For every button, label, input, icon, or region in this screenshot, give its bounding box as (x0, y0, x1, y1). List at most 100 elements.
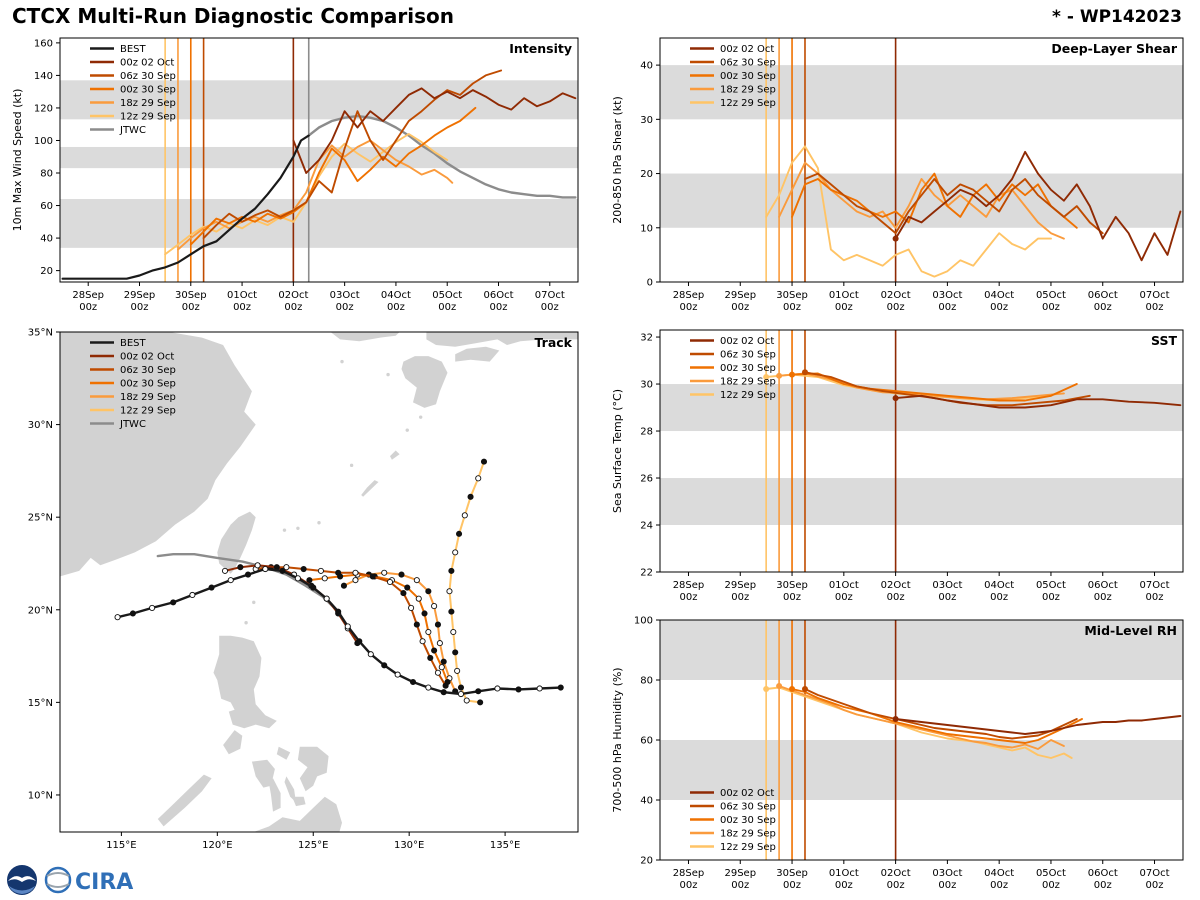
x-tick-label: 30Sep 00z (776, 580, 808, 603)
y-tick-label: 28 (640, 427, 653, 438)
track-point (413, 621, 420, 628)
series-start-marker (776, 683, 783, 689)
track-point (475, 475, 482, 482)
series-06z-30-Sep (202, 69, 503, 240)
track-point (457, 690, 465, 698)
category-band (60, 199, 578, 248)
x-tick-label: 07Oct 00z (1140, 290, 1170, 313)
track-point (536, 685, 543, 692)
track-point (434, 621, 441, 628)
track-point (129, 610, 136, 617)
track-point (340, 582, 347, 589)
rh-panel: 20 40 60 80 100 28Sep 00z 29Sep 00z 30Sep 00z 01Oct… (608, 612, 1193, 900)
track-point (335, 608, 342, 615)
y-tick-label: 32 (640, 333, 653, 344)
y-tick-label: 120 (34, 103, 53, 114)
track-point (454, 667, 461, 674)
track-point (461, 512, 468, 519)
category-band (660, 478, 1183, 526)
logo-bar: CIRA (6, 864, 134, 896)
series-00z-02-Oct (894, 715, 1182, 735)
noaa-wave (9, 886, 35, 894)
land-polygon (401, 356, 448, 408)
panel-title: Track (535, 335, 573, 350)
legend-label: 12z 29 Sep (720, 390, 776, 401)
island (296, 526, 300, 530)
cira-globe-lines (46, 872, 70, 888)
lat-tick-label: 25°N (28, 513, 53, 524)
legend-label: BEST (120, 44, 147, 55)
series-start-marker (892, 395, 899, 402)
track-point (457, 684, 465, 691)
x-tick-label: 03Oct 00z (932, 868, 962, 891)
x-tick-label: 29Sep 00z (724, 290, 756, 313)
series-BEST (61, 134, 310, 280)
lat-tick-label: 35°N (28, 328, 53, 339)
land-polygon (223, 730, 243, 755)
y-tick-label: 60 (640, 736, 653, 747)
series-start-marker (801, 686, 808, 692)
track-point (317, 567, 324, 574)
x-tick-label: 30Sep 00z (175, 290, 207, 313)
noaa-gull-icon (8, 876, 36, 882)
series-12z-29-Sep (765, 145, 1052, 278)
y-tick-label: 10 (640, 223, 653, 234)
y-tick-label: 20 (640, 169, 653, 180)
sst-panel: 22 24 26 28 30 32 28Sep 00z 29Sep 00z 30Sep 00z 01Oc… (608, 322, 1193, 612)
track-point (398, 571, 405, 578)
track-point (321, 575, 328, 582)
track-point (452, 649, 459, 656)
x-tick-label: 28Sep 00z (673, 580, 705, 603)
track-point (323, 595, 330, 602)
panel-title: Intensity (509, 41, 572, 56)
land-polygon (213, 635, 277, 729)
legend-label: 18z 29 Sep (720, 377, 776, 388)
land-polygon (390, 450, 400, 460)
track-point (419, 638, 426, 645)
lat-tick-label: 10°N (28, 790, 53, 801)
land-polygon (284, 776, 296, 803)
land-polygon (269, 778, 281, 812)
legend-label: 06z 30 Sep (720, 802, 776, 813)
track-point (237, 564, 244, 571)
y-tick-label: 60 (40, 201, 53, 212)
legend-label: 06z 30 Sep (120, 71, 176, 82)
cira-globe-icon (44, 866, 72, 894)
series-start-marker (789, 686, 796, 692)
x-tick-label: 07Oct 00z (1140, 868, 1170, 891)
x-tick-label: 03Oct 00z (932, 290, 962, 313)
cira-wordmark: CIRA (75, 870, 133, 895)
track-point (352, 577, 359, 584)
track-point (221, 567, 229, 574)
track-point (475, 688, 482, 695)
legend-label: 00z 30 Sep (720, 71, 776, 82)
y-tick-label: 40 (40, 234, 53, 245)
track-point (431, 603, 438, 610)
island (282, 528, 287, 532)
shear-panel: 0 10 20 30 40 28Sep 00z 29Sep 00z 30Sep 00z 01Oct 00… (608, 30, 1193, 322)
track-point (467, 493, 474, 500)
land-polygon (455, 346, 500, 362)
land-polygon (292, 796, 306, 807)
track-point (515, 686, 522, 693)
track-point (409, 678, 417, 686)
x-tick-label: 04Oct 00z (984, 868, 1014, 891)
x-tick-label: 28Sep 00z (673, 868, 705, 891)
x-tick-label: 02Oct 00z (881, 290, 911, 313)
track-point (170, 599, 177, 606)
y-tick-label: 20 (640, 856, 653, 867)
x-tick-label: 03Oct 00z (932, 580, 962, 603)
series-00z-30-Sep (791, 372, 1078, 402)
y-tick-label: 100 (634, 616, 653, 627)
track-point (335, 569, 342, 576)
y-tick-label: 30 (640, 380, 653, 391)
track-point (425, 628, 432, 636)
series-06z-30-Sep (804, 688, 1078, 740)
y-axis-label: Sea Surface Temp (°C) (611, 389, 624, 513)
panel-title: SST (1151, 333, 1177, 348)
track-point (114, 614, 121, 621)
track-point (425, 684, 432, 691)
track-point (415, 595, 422, 602)
y-tick-label: 140 (34, 71, 53, 82)
